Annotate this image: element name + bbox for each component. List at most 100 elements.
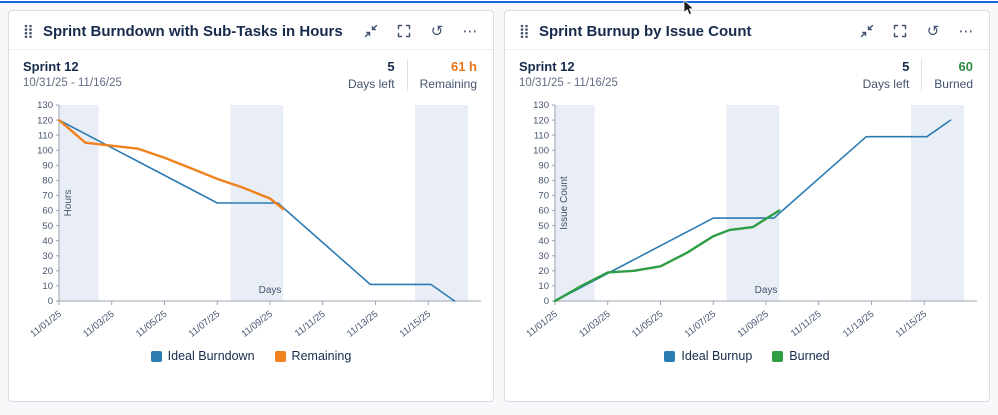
- burndown-chart: 0 10 20 30 40 50 60 70 80 90 100 110 120 130 11/01/25 1…: [28, 100, 481, 340]
- refresh-icon[interactable]: ↺: [430, 21, 444, 40]
- remaining-value: 61 h: [450, 59, 477, 74]
- svg-text:11/03/25: 11/03/25: [577, 309, 612, 340]
- svg-text:20: 20: [538, 266, 549, 277]
- svg-text:11/07/25: 11/07/25: [683, 309, 718, 340]
- svg-text:90: 90: [42, 161, 53, 172]
- more-options-icon[interactable]: ⋯: [958, 21, 974, 40]
- gadget-header: Sprint Burnup by Issue Count ↺ ⋯: [505, 11, 989, 50]
- dashboard-row: Sprint Burndown with Sub-Tasks in Hours …: [0, 3, 998, 402]
- legend-swatch: [274, 350, 286, 362]
- svg-text:60: 60: [538, 206, 549, 217]
- svg-text:11/13/25: 11/13/25: [345, 309, 380, 340]
- gadget-title: Sprint Burnup by Issue Count: [539, 22, 752, 40]
- legend-label: Ideal Burndown: [167, 349, 255, 363]
- chart-area: 0 10 20 30 40 50 60 70 80 90 100 110 120 130 11/01/25 1…: [9, 93, 493, 347]
- legend-swatch: [150, 350, 162, 362]
- legend-item-remaining[interactable]: Remaining: [274, 349, 352, 363]
- gadget-sprint-burndown: Sprint Burndown with Sub-Tasks in Hours …: [8, 10, 494, 402]
- svg-text:Days: Days: [755, 285, 778, 296]
- svg-text:110: 110: [534, 130, 549, 141]
- burnup-chart: 0 10 20 30 40 50 60 70 80 90 100 110 120 130 11/01/25 1…: [524, 100, 977, 340]
- sprint-summary: Sprint 12 10/31/25 - 11/16/25 5 Days lef…: [505, 50, 989, 93]
- gadget-toolbar: ↺ ⋯: [858, 22, 975, 40]
- svg-text:11/09/25: 11/09/25: [735, 309, 770, 340]
- sprint-stats: 5 Days left 60 Burned: [863, 59, 973, 91]
- more-options-icon[interactable]: ⋯: [462, 21, 478, 40]
- svg-text:40: 40: [538, 236, 549, 247]
- svg-text:11/15/25: 11/15/25: [398, 309, 433, 340]
- svg-text:11/03/25: 11/03/25: [81, 309, 116, 340]
- fullscreen-icon[interactable]: [891, 22, 909, 40]
- svg-text:11/15/25: 11/15/25: [894, 309, 929, 340]
- legend-item-burned[interactable]: Burned: [772, 349, 830, 363]
- burned-label: Burned: [934, 77, 973, 91]
- legend-label: Burned: [789, 349, 830, 363]
- legend-label: Ideal Burnup: [681, 349, 753, 363]
- svg-text:11/05/25: 11/05/25: [630, 309, 665, 340]
- legend-label: Remaining: [291, 349, 352, 363]
- sprint-info: Sprint 12 10/31/25 - 11/16/25: [519, 59, 618, 89]
- chart-area: 0 10 20 30 40 50 60 70 80 90 100 110 120 130 11/01/25 1…: [505, 93, 989, 347]
- svg-text:80: 80: [42, 176, 53, 187]
- sprint-info: Sprint 12 10/31/25 - 11/16/25: [23, 59, 122, 89]
- sprint-date-range: 10/31/25 - 11/16/25: [519, 77, 618, 89]
- svg-text:11/05/25: 11/05/25: [134, 309, 169, 340]
- sprint-summary: Sprint 12 10/31/25 - 11/16/25 5 Days lef…: [9, 50, 493, 93]
- svg-text:10: 10: [538, 281, 549, 292]
- svg-text:11/09/25: 11/09/25: [239, 309, 274, 340]
- burndown-legend: Ideal Burndown Remaining: [9, 349, 493, 363]
- days-left-value: 5: [902, 59, 910, 74]
- gadget-header: Sprint Burndown with Sub-Tasks in Hours …: [9, 11, 493, 50]
- sprint-name: Sprint 12: [23, 59, 79, 74]
- days-left-label: Days left: [347, 77, 395, 91]
- days-left-stat: 5 Days left: [863, 59, 910, 91]
- stat-divider: [406, 59, 408, 91]
- svg-text:110: 110: [38, 130, 53, 141]
- svg-text:120: 120: [37, 115, 53, 126]
- svg-text:11/01/25: 11/01/25: [524, 309, 559, 340]
- svg-text:80: 80: [538, 176, 549, 187]
- burned-value: 60: [958, 59, 973, 74]
- top-accent-bar: [0, 0, 998, 3]
- sprint-stats: 5 Days left 61 h Remaining: [348, 59, 477, 91]
- svg-text:11/07/25: 11/07/25: [187, 309, 222, 340]
- legend-item-ideal-burnup[interactable]: Ideal Burnup: [664, 349, 752, 363]
- svg-text:20: 20: [42, 266, 53, 277]
- burned-stat: 60 Burned: [934, 59, 973, 91]
- svg-text:10: 10: [42, 281, 53, 292]
- legend-swatch: [664, 350, 676, 362]
- svg-text:30: 30: [42, 251, 53, 262]
- svg-text:100: 100: [37, 145, 53, 156]
- svg-text:0: 0: [544, 296, 549, 307]
- svg-text:130: 130: [37, 100, 53, 111]
- svg-text:Days: Days: [259, 285, 282, 296]
- fullscreen-icon[interactable]: [395, 22, 413, 40]
- svg-text:11/13/25: 11/13/25: [841, 309, 876, 340]
- svg-text:50: 50: [42, 221, 53, 232]
- svg-text:11/11/25: 11/11/25: [293, 309, 328, 340]
- svg-text:50: 50: [538, 221, 549, 232]
- remaining-stat: 61 h Remaining: [420, 59, 477, 91]
- remaining-label: Remaining: [419, 77, 477, 91]
- collapse-icon[interactable]: [858, 22, 876, 40]
- gadget-toolbar: ↺ ⋯: [362, 22, 479, 40]
- mouse-cursor: [683, 0, 695, 16]
- gadget-sprint-burnup: Sprint Burnup by Issue Count ↺ ⋯: [504, 10, 990, 402]
- collapse-icon[interactable]: [362, 22, 380, 40]
- sprint-date-range: 10/31/25 - 11/16/25: [23, 77, 122, 89]
- burnup-legend: Ideal Burnup Burned: [505, 349, 989, 363]
- drag-handle-icon[interactable]: [517, 22, 531, 40]
- svg-text:70: 70: [42, 191, 53, 202]
- legend-item-ideal-burndown[interactable]: Ideal Burndown: [150, 349, 255, 363]
- refresh-icon[interactable]: ↺: [926, 21, 940, 40]
- days-left-label: Days left: [862, 77, 910, 91]
- svg-text:70: 70: [538, 191, 549, 202]
- gadget-title: Sprint Burndown with Sub-Tasks in Hours: [43, 22, 343, 40]
- days-left-value: 5: [387, 59, 395, 74]
- drag-handle-icon[interactable]: [21, 22, 35, 40]
- svg-text:100: 100: [533, 145, 549, 156]
- svg-text:0: 0: [48, 296, 53, 307]
- svg-text:60: 60: [42, 206, 53, 217]
- svg-text:Hours: Hours: [63, 190, 74, 217]
- svg-text:40: 40: [42, 236, 53, 247]
